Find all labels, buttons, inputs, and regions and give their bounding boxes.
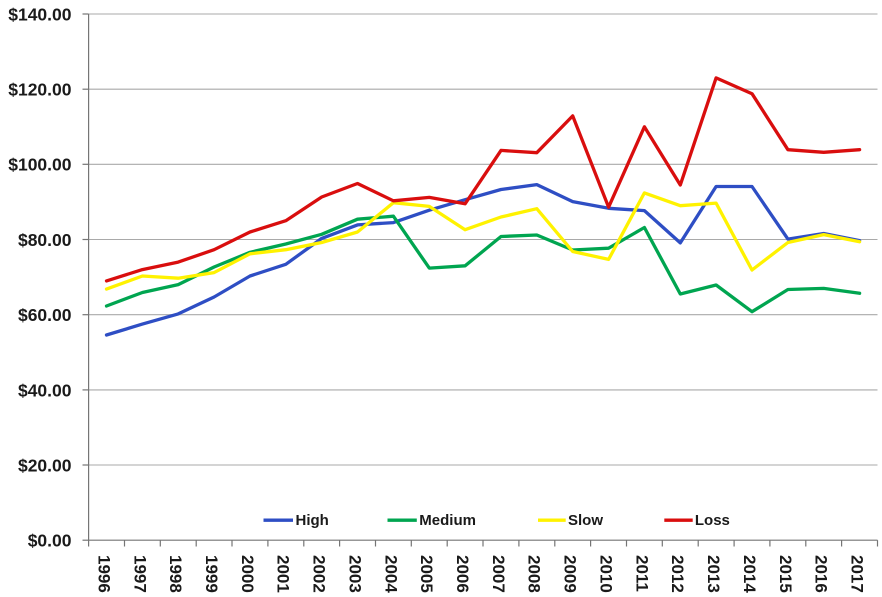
svg-text:Medium: Medium [419,512,476,529]
svg-text:2008: 2008 [525,555,544,593]
svg-text:2007: 2007 [489,555,508,593]
svg-text:1997: 1997 [130,555,149,593]
svg-text:$100.00: $100.00 [8,155,72,175]
svg-text:High: High [296,512,329,529]
svg-text:$40.00: $40.00 [18,380,72,400]
svg-text:$120.00: $120.00 [8,80,72,100]
svg-text:$60.00: $60.00 [18,305,72,325]
svg-text:$0.00: $0.00 [28,531,72,551]
svg-text:$20.00: $20.00 [18,455,72,475]
svg-text:2010: 2010 [597,555,616,593]
svg-text:2009: 2009 [561,555,580,593]
svg-text:2006: 2006 [453,555,472,593]
svg-text:2015: 2015 [776,555,795,593]
svg-text:2012: 2012 [668,555,687,593]
svg-text:2001: 2001 [274,555,293,593]
svg-text:2002: 2002 [310,555,329,593]
svg-text:1996: 1996 [94,555,113,593]
svg-text:2017: 2017 [848,555,867,593]
svg-text:2016: 2016 [812,555,831,593]
svg-text:$140.00: $140.00 [8,4,72,24]
svg-text:Slow: Slow [568,512,603,529]
svg-text:2004: 2004 [381,555,400,593]
svg-text:2003: 2003 [345,555,364,593]
svg-text:1998: 1998 [166,555,185,593]
svg-text:2013: 2013 [704,555,723,593]
svg-text:Loss: Loss [695,512,730,529]
svg-text:2000: 2000 [238,555,257,593]
svg-text:$80.00: $80.00 [18,230,72,250]
svg-text:2011: 2011 [632,555,651,592]
svg-text:2014: 2014 [740,555,759,593]
svg-text:1999: 1999 [202,555,221,593]
svg-text:2005: 2005 [417,555,436,593]
